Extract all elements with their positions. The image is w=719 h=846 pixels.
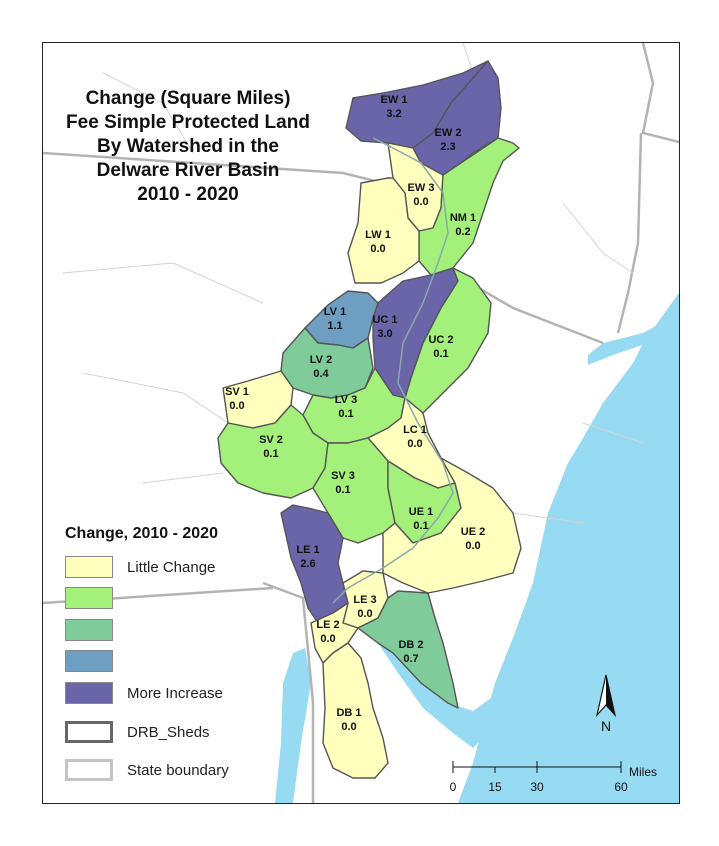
legend-swatch: [65, 619, 113, 641]
watershed-id-label: UE 1: [409, 506, 433, 518]
watershed-value-label: 0.0: [341, 721, 356, 733]
watershed-id-label: DB 1: [336, 707, 361, 719]
legend-title: Change, 2010 - 2020: [65, 525, 218, 542]
watershed-id-label: EW 2: [435, 127, 462, 139]
title-line-3: By Watershed in the: [97, 136, 279, 157]
scale-tick-2: 30: [530, 780, 544, 794]
watershed-value-label: 0.0: [465, 540, 480, 552]
map-frame: EW 1 3.2 EW 2 2.3 EW 3 0.0 NM 1 0.2 LW 1 0.0 LV 1 1…: [42, 42, 680, 804]
watershed-value-label: 2.3: [440, 141, 455, 153]
scale-tick-3: 60: [614, 780, 628, 794]
legend-swatch: [65, 721, 113, 743]
legend-item-more-increase: More Increase: [65, 681, 223, 705]
county-lines: [62, 43, 644, 524]
legend-item-class2: [65, 586, 127, 610]
watershed-value-label: 0.2: [455, 226, 470, 238]
watershed-value-label: 3.2: [386, 108, 401, 120]
legend-item-drb-sheds: DRB_Sheds: [65, 720, 210, 744]
legend-swatch: [65, 587, 113, 609]
title-line-2: Fee Simple Protected Land: [66, 112, 310, 133]
watershed-value-label: 0.1: [413, 520, 428, 532]
watershed-ue2[interactable]: [382, 457, 522, 594]
watershed-value-label: 0.1: [338, 408, 353, 420]
watershed-value-label: 0.1: [433, 348, 448, 360]
watershed-id-label: EW 3: [408, 182, 435, 194]
chesapeake-water: [275, 648, 311, 803]
watershed-labels: EW 1 3.2 EW 2 2.3 EW 3 0.0 NM 1 0.2 LW 1 0.0 LV 1 1…: [225, 94, 485, 733]
watershed-value-label: 0.0: [407, 438, 422, 450]
watershed-value-label: 0.0: [320, 633, 335, 645]
watershed-id-label: SV 2: [259, 434, 283, 446]
watershed-id-label: LE 1: [296, 544, 319, 556]
watersheds: [217, 60, 522, 779]
ny-harbor: [588, 313, 679, 365]
delaware-river: [332, 137, 454, 604]
watershed-id-label: LC 1: [403, 424, 427, 436]
watershed-value-label: 0.0: [370, 243, 385, 255]
watershed-id-label: LV 3: [335, 394, 357, 406]
north-arrow: N: [595, 674, 617, 734]
watershed-id-label: SV 1: [225, 386, 249, 398]
watershed-value-label: 0.4: [313, 368, 329, 380]
watershed-id-label: SV 3: [331, 470, 355, 482]
watershed-db1[interactable]: [322, 642, 389, 779]
watershed-id-label: LE 3: [353, 594, 376, 606]
legend-swatch: [65, 759, 113, 781]
watershed-id-label: EW 1: [381, 94, 408, 106]
watershed-nm1[interactable]: [418, 137, 520, 276]
scale-tick-0: 0: [450, 780, 457, 794]
watershed-id-label: LV 2: [310, 354, 332, 366]
north-label: N: [601, 718, 611, 734]
watershed-value-label: 0.7: [403, 653, 418, 665]
watershed-id-label: DB 2: [398, 639, 423, 651]
watershed-value-label: 0.1: [263, 448, 278, 460]
legend-swatch: [65, 650, 113, 672]
watershed-le2[interactable]: [310, 602, 359, 664]
title-line-5: 2010 - 2020: [137, 184, 239, 205]
legend-label: Little Change: [127, 558, 216, 576]
watershed-id-label: LW 1: [365, 229, 391, 241]
watershed-id-label: UC 2: [428, 334, 453, 346]
legend-label: State boundary: [127, 761, 229, 779]
legend-swatch: [65, 556, 113, 578]
atlantic-ocean: [458, 293, 679, 803]
watershed-value-label: 0.0: [413, 196, 428, 208]
watershed-value-label: 0.0: [357, 608, 372, 620]
watershed-id-label: UC 1: [372, 314, 397, 326]
watershed-value-label: 0.1: [335, 484, 350, 496]
watershed-id-label: LE 2: [316, 619, 339, 631]
watershed-db2[interactable]: [357, 590, 459, 709]
watershed-value-label: 2.6: [300, 558, 315, 570]
legend-item-state-boundary: State boundary: [65, 758, 229, 782]
map-canvas: EW 1 3.2 EW 2 2.3 EW 3 0.0 NM 1 0.2 LW 1 0.0 LV 1 1…: [43, 43, 679, 803]
title-line-1: Change (Square Miles): [85, 88, 291, 109]
legend-item-class3: [65, 618, 127, 642]
scale-unit: Miles: [629, 765, 657, 779]
scale-tick-1: 15: [488, 780, 502, 794]
legend-label: DRB_Sheds: [127, 723, 210, 741]
watershed-id-label: NM 1: [450, 212, 476, 224]
watershed-id-label: LV 1: [324, 306, 346, 318]
watershed-lv2[interactable]: [280, 327, 374, 399]
legend-label: More Increase: [127, 684, 223, 702]
title-line-4: Delware River Basin: [96, 160, 280, 181]
legend-swatch: [65, 682, 113, 704]
watershed-value-label: 1.1: [327, 320, 342, 332]
legend-item-little-change: Little Change: [65, 555, 215, 579]
scale-bar: 0 15 30 60 Miles: [450, 761, 657, 794]
watershed-lw1[interactable]: [347, 177, 420, 284]
legend-item-class4: [65, 649, 127, 673]
watershed-value-label: 3.0: [377, 328, 392, 340]
watershed-value-label: 0.0: [229, 400, 244, 412]
watershed-id-label: UE 2: [461, 526, 485, 538]
